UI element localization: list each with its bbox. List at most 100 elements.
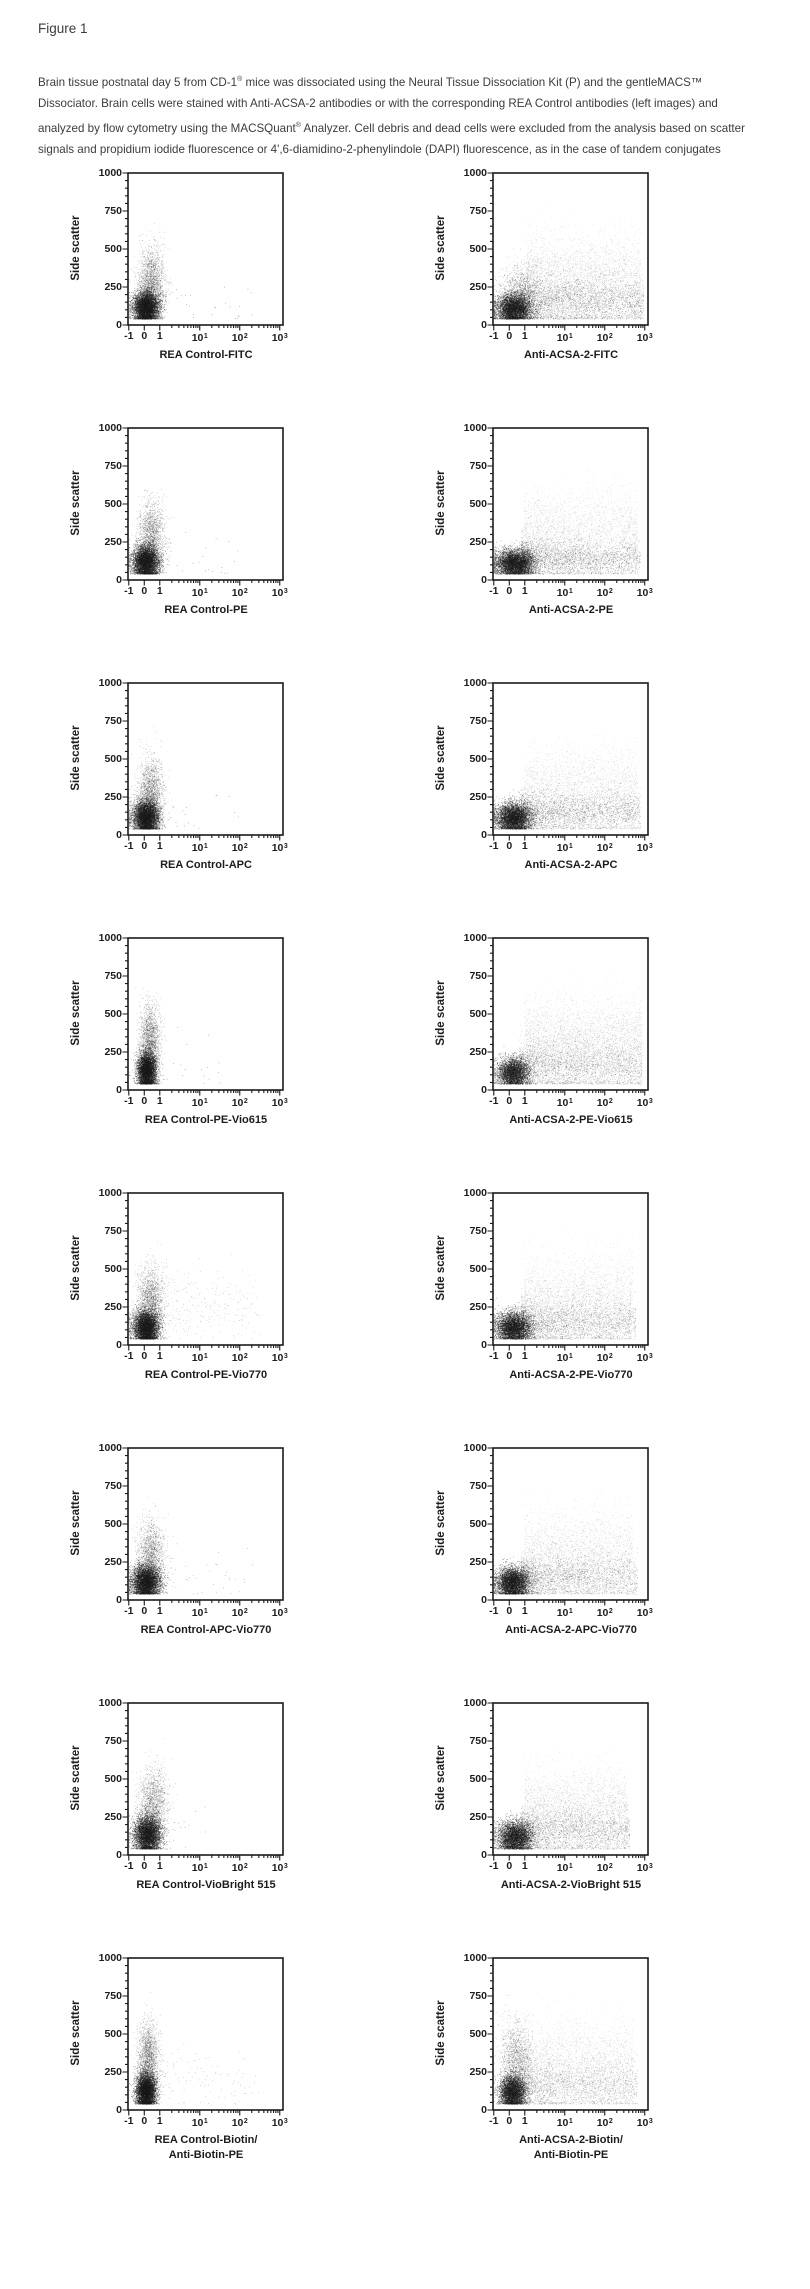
y-tick-label: 750: [104, 1225, 122, 1238]
flow-panel-anti-acsa-2-pe: Side scatter10007505002500-101101102103A…: [425, 422, 655, 622]
x-tick: 103: [623, 1095, 667, 1110]
y-tick-label: 750: [469, 1480, 487, 1493]
registered-mark: ®: [295, 121, 301, 129]
x-tick-label: -1: [489, 840, 499, 853]
x-tick-label: 10: [636, 1097, 649, 1110]
x-tick-label: 10: [556, 332, 569, 345]
y-tick-label: 0: [116, 1849, 122, 1862]
x-axis-title: Anti-ACSA-2-APC-Vio770: [483, 1623, 659, 1638]
flow-panel-rea-control-pe: Side scatter10007505002500-101101102103R…: [60, 422, 290, 622]
x-tick-label: 0: [506, 1350, 513, 1363]
y-tick-label: 250: [469, 1811, 487, 1824]
flow-panel-rea-control-pe-vio615: Side scatter10007505002500-101101102103R…: [60, 932, 290, 1132]
x-tick-label: 10: [556, 1097, 569, 1110]
y-tick-label: 750: [104, 715, 122, 728]
x-tick: 101: [178, 585, 222, 599]
y-tick-label: 0: [116, 1594, 122, 1607]
x-tick-exponent: 1: [203, 2118, 208, 2126]
x-tick: -1: [472, 1860, 516, 1873]
flow-panel-anti-acsa-2-pe-vio615: Side scatter10007505002500-101101102103A…: [425, 932, 655, 1132]
x-tick-label: 0: [506, 1095, 513, 1108]
x-tick-label: 10: [636, 587, 649, 600]
x-tick: 101: [543, 2115, 587, 2129]
x-tick: 102: [218, 840, 262, 854]
y-tick-label: 750: [104, 1735, 122, 1748]
x-axis-title-line: REA Control-APC: [160, 859, 252, 872]
y-tick-label: 750: [469, 970, 487, 983]
x-tick: 1: [138, 2115, 182, 2128]
x-tick-label: 10: [271, 1607, 284, 1620]
x-tick-exponent: 3: [283, 2118, 288, 2126]
y-tick-label: 0: [481, 1339, 487, 1352]
x-axis-title: REA Control-PE-Vio615: [118, 1113, 294, 1128]
x-axis-title: Anti-ACSA-2-PE-Vio770: [483, 1368, 659, 1383]
x-tick-label: 0: [506, 585, 513, 598]
x-tick-exponent: 1: [203, 333, 208, 341]
x-tick-exponent: 2: [243, 1608, 248, 1616]
x-tick-label: 1: [156, 1605, 163, 1618]
flow-panel-anti-acsa-2-viobright-515: Side scatter10007505002500-101101102103A…: [425, 1697, 655, 1897]
x-tick-label: 10: [191, 1352, 204, 1365]
x-axis-title: REA Control-PE: [118, 603, 294, 618]
x-tick: -1: [107, 1350, 151, 1363]
x-tick-label: -1: [489, 1605, 499, 1618]
y-tick-label: 0: [116, 829, 122, 842]
y-tick-label: 1000: [98, 1697, 122, 1710]
y-tick-label: 0: [481, 1594, 487, 1607]
x-tick-exponent: 1: [568, 1608, 573, 1616]
x-tick-label: 1: [521, 1860, 528, 1873]
flow-panel-anti-acsa-2-apc: Side scatter10007505002500-101101102103A…: [425, 677, 655, 877]
x-tick-label: 10: [271, 587, 284, 600]
x-tick-label: 10: [271, 842, 284, 855]
scatter-canvas: [425, 171, 655, 344]
y-tick-label: 250: [104, 791, 122, 804]
x-tick: -1: [472, 1095, 516, 1108]
x-tick-exponent: 3: [283, 1098, 288, 1106]
x-tick-exponent: 3: [648, 1608, 653, 1616]
x-tick: 102: [583, 585, 627, 600]
caption-text: mice was dissociated using the Neural Ti…: [38, 75, 718, 135]
x-tick-label: 10: [556, 1607, 569, 1620]
y-tick-label: 500: [104, 1008, 122, 1021]
scatter-canvas: [60, 171, 290, 344]
x-tick-label: 1: [521, 1605, 528, 1618]
y-tick-label: 0: [116, 319, 122, 332]
flow-panel-rea-control-biotin-anti-biotin-pe: Side scatter10007505002500-101101102103R…: [60, 1952, 290, 2161]
x-tick-label: 1: [156, 840, 163, 853]
x-tick-label: 10: [596, 587, 609, 600]
x-tick: -1: [107, 1860, 151, 1873]
x-tick-label: 10: [231, 1097, 244, 1110]
x-tick-exponent: 1: [568, 588, 573, 596]
x-tick-label: 0: [141, 1860, 148, 1873]
x-tick: 0: [122, 2115, 166, 2128]
x-tick: 1: [503, 2115, 547, 2128]
y-tick-label: 0: [481, 1084, 487, 1097]
x-tick-label: 10: [596, 1352, 609, 1365]
y-tick-label: 500: [469, 498, 487, 511]
x-tick-exponent: 1: [568, 1098, 573, 1106]
y-tick-label: 500: [469, 1008, 487, 1021]
y-tick-label: 500: [469, 753, 487, 766]
x-tick: 103: [258, 1350, 302, 1364]
y-tick-label: 0: [116, 2104, 122, 2117]
x-tick-exponent: 3: [648, 843, 653, 851]
x-tick-label: 1: [521, 1095, 528, 1108]
x-tick: 102: [218, 2115, 262, 2129]
x-tick: 0: [487, 2115, 531, 2128]
y-tick-label: 500: [469, 243, 487, 256]
x-tick: 102: [583, 330, 627, 344]
y-tick-label: 750: [469, 715, 487, 728]
x-axis-title: REA Control-VioBright 515: [118, 1878, 294, 1893]
y-tick-label: 1000: [98, 1187, 122, 1200]
figure-caption: Brain tissue postnatal day 5 from CD-1® …: [38, 69, 750, 160]
x-tick-exponent: 2: [243, 843, 248, 851]
y-tick-label: 250: [469, 1556, 487, 1569]
x-tick-label: 1: [521, 330, 528, 343]
x-tick: 1: [138, 330, 182, 343]
x-tick: 102: [218, 1605, 262, 1619]
x-tick-label: 10: [271, 2117, 284, 2130]
x-tick: 101: [178, 1605, 222, 1619]
x-tick: 101: [178, 330, 222, 344]
y-tick-label: 500: [104, 243, 122, 256]
x-axis-title-line: REA Control-VioBright 515: [136, 1879, 276, 1892]
